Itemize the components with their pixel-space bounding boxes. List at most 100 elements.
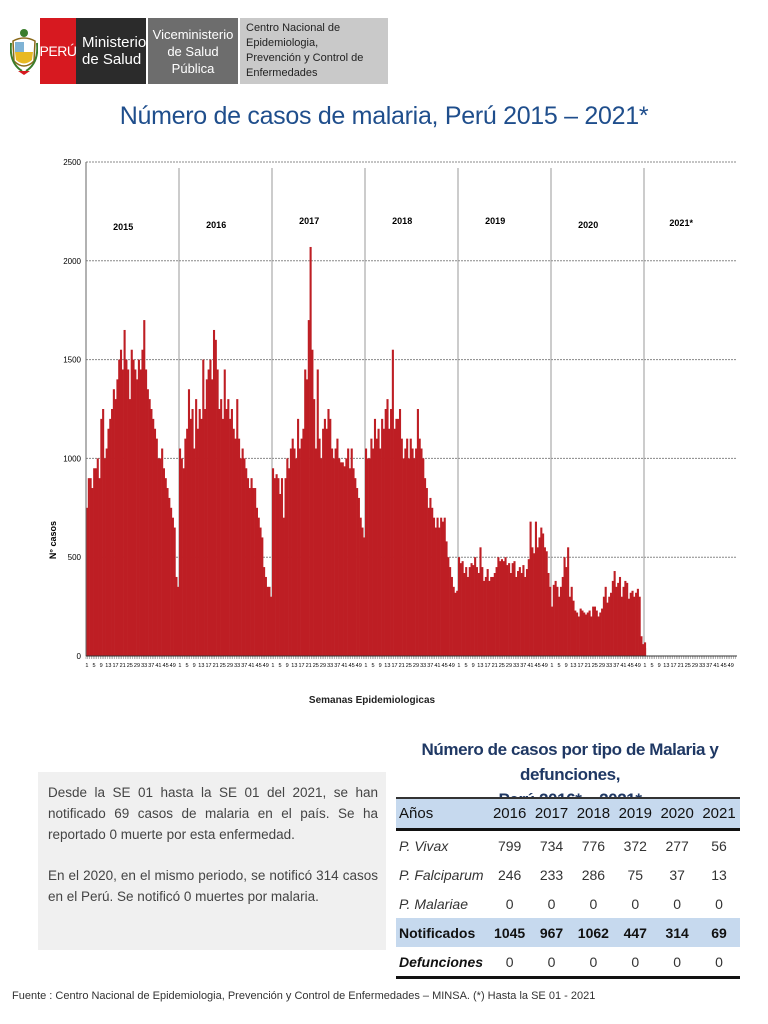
x-tick-label: 45 [349, 663, 355, 669]
row-label: P. Malariae [399, 895, 469, 912]
bar-week [232, 428, 235, 656]
bar-week [116, 379, 119, 656]
table-cell: 1045 [494, 924, 526, 941]
bar-week [540, 527, 543, 656]
x-tick-label: 9 [379, 663, 382, 669]
bar-week [592, 606, 595, 656]
x-tick-label: 41 [248, 663, 254, 669]
bar-week [146, 389, 149, 656]
year-label: 2016 [206, 220, 226, 230]
bar-week [642, 644, 645, 656]
bar-week [536, 547, 539, 656]
bar-week [230, 409, 233, 656]
x-tick-label: 49 [356, 663, 362, 669]
bar-week [538, 537, 541, 656]
bar-week [336, 438, 339, 656]
table-cell: 799 [497, 837, 522, 854]
bar-week [413, 458, 416, 656]
viceministry-line1: Viceministerio [152, 26, 234, 42]
ministry-line1: Ministerio [82, 34, 147, 51]
bar-week [121, 369, 124, 656]
bar-week [513, 561, 516, 656]
bar-week [352, 468, 355, 656]
bar-week [359, 517, 362, 656]
bar-week [604, 586, 607, 656]
table-cell: 0 [589, 895, 598, 912]
bar-week [139, 369, 142, 656]
bar-week [293, 448, 296, 656]
x-tick-label: 29 [599, 663, 605, 669]
bar-week [422, 458, 425, 656]
x-tick-label: 21 [492, 663, 498, 669]
bar-week [372, 448, 375, 656]
bar-week [608, 596, 611, 656]
x-tick-label: 5 [372, 663, 375, 669]
year-label: 2019 [485, 216, 505, 226]
bar-week [204, 409, 207, 656]
x-tick-label: 1 [178, 663, 181, 669]
bar-week [268, 586, 271, 656]
x-tick-label: 1 [85, 663, 88, 669]
x-tick-label: 33 [141, 663, 147, 669]
bar-week [259, 527, 262, 656]
bar-week [368, 458, 371, 656]
bar-week [223, 369, 226, 656]
y-tick-label: 2000 [63, 257, 81, 266]
table-cell: 734 [539, 837, 564, 854]
bar-week [470, 563, 473, 656]
bar-week [377, 428, 380, 656]
x-tick-label: 45 [721, 663, 727, 669]
x-tick-label: 1 [643, 663, 646, 669]
bar-week [318, 438, 321, 656]
bar-week [529, 521, 532, 656]
table-cell: 0 [715, 953, 723, 970]
bar-week [118, 359, 121, 656]
x-tick-label: 1 [457, 663, 460, 669]
bar-week [524, 576, 527, 656]
table-cell: 0 [673, 895, 682, 912]
bar-week [314, 448, 318, 656]
x-tick-label: 1 [550, 663, 553, 669]
bar-week [384, 409, 387, 656]
bar-week [474, 557, 477, 656]
x-tick-label: 1 [364, 663, 367, 669]
x-tick-label: 29 [227, 663, 233, 669]
x-tick-label: 37 [520, 663, 526, 669]
bar-week [234, 438, 237, 656]
bar-week [636, 588, 639, 656]
bar-week [551, 606, 554, 656]
table-cell: 69 [711, 924, 727, 941]
x-tick-label: 37 [613, 663, 619, 669]
bar-week [356, 488, 359, 656]
table-cell: 0 [505, 953, 514, 970]
x-tick-label: 17 [205, 663, 211, 669]
bar-week [407, 458, 411, 656]
bar-week [567, 547, 570, 656]
bar-week [322, 428, 325, 656]
bar-week [534, 521, 537, 656]
bar-week [205, 379, 208, 656]
bar-week [463, 573, 466, 656]
bar-week [595, 610, 598, 656]
bar-week [531, 547, 534, 656]
bar-week [547, 573, 550, 656]
x-tick-label: 45 [256, 663, 262, 669]
bar-week [481, 567, 484, 656]
x-tick-label: 41 [620, 663, 626, 669]
x-tick-label: 5 [279, 663, 282, 669]
x-tick-label: 13 [663, 663, 669, 669]
x-tick-label: 29 [134, 663, 140, 669]
bar-week [220, 399, 223, 656]
viceministry-label: Viceministerio de Salud Pública [146, 18, 238, 84]
bar-week [620, 596, 623, 656]
x-tick-label: 25 [220, 663, 226, 669]
bar-week [239, 458, 242, 656]
bar-week [187, 389, 191, 656]
bar-week [177, 586, 180, 656]
x-tick-label: 33 [234, 663, 240, 669]
ministry-line2: de Salud [82, 51, 142, 68]
bar-week [246, 478, 250, 656]
x-tick-label: 29 [692, 663, 698, 669]
bar-week [182, 468, 185, 656]
year-label: 2015 [113, 222, 133, 232]
